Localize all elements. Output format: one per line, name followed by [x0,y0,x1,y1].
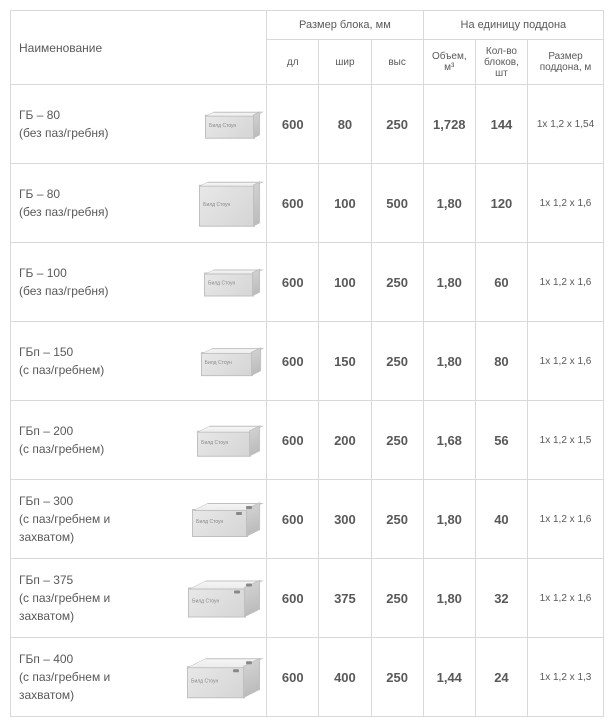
header-group-pallet: На единицу поддона [423,11,603,40]
cell-dl: 600 [267,401,319,480]
cell-count: 60 [475,243,527,322]
cell-vys: 250 [371,480,423,559]
name-cell: ГБ – 100(без паз/гребня) Билд Стоун [11,243,267,322]
cell-pallet: 1х 1,2 х 1,5 [528,401,604,480]
name-cell: ГБ – 80(без паз/гребня) Билд Стоун [11,85,267,164]
product-name: ГБ – 80 [19,106,139,124]
cell-volume: 1,80 [423,243,475,322]
header-count: Кол-во блоков, шт [475,40,527,85]
header-vys: выс [371,40,423,85]
cell-vys: 250 [371,559,423,638]
table-row: ГБ – 100(без паз/гребня) Билд Стоун 600100… [11,243,604,322]
table-row: ГБп – 300(с паз/гребнем и захватом) Билд … [11,480,604,559]
cell-pallet: 1х 1,2 х 1,6 [528,164,604,243]
cell-pallet: 1х 1,2 х 1,6 [528,559,604,638]
cell-count: 56 [475,401,527,480]
name-cell: ГБ – 80(без паз/гребня) Билд Стоун [11,164,267,243]
cell-count: 24 [475,638,527,717]
header-volume: Объем, м³ [423,40,475,85]
block-image: Билд Стоун [188,581,258,616]
product-table: Наименование Размер блока, мм На единицу… [10,10,604,717]
cell-vys: 250 [371,322,423,401]
table-row: ГБп – 400(с паз/гребнем и захватом) Билд … [11,638,604,717]
table-row: ГБп – 150(с паз/гребнем) Билд Стоун 600150… [11,322,604,401]
block-image: Билд Стоун [201,348,259,374]
product-subtitle: (с паз/гребнем и захватом) [19,589,139,625]
cell-pallet: 1х 1,2 х 1,6 [528,322,604,401]
cell-shir: 100 [319,164,371,243]
cell-shir: 80 [319,85,371,164]
cell-dl: 600 [267,559,319,638]
block-image: Билд Стоун [187,658,258,696]
product-subtitle: (с паз/гребнем и захватом) [19,510,139,546]
table-row: ГБ – 80(без паз/гребня) Билд Стоун 6008025… [11,85,604,164]
product-subtitle: (без паз/гребня) [19,282,139,300]
cell-shir: 375 [319,559,371,638]
block-image: Билд Стоун [199,182,258,225]
cell-dl: 600 [267,85,319,164]
cell-vys: 500 [371,164,423,243]
cell-shir: 100 [319,243,371,322]
cell-volume: 1,80 [423,480,475,559]
product-name: ГБп – 300 [19,492,139,510]
header-shir: шир [319,40,371,85]
product-name: ГБ – 80 [19,185,139,203]
cell-shir: 200 [319,401,371,480]
cell-dl: 600 [267,480,319,559]
cell-count: 40 [475,480,527,559]
cell-vys: 250 [371,401,423,480]
product-name: ГБп – 150 [19,343,139,361]
header-group-size: Размер блока, мм [267,11,424,40]
block-image: Билд Стоун [197,426,258,455]
cell-volume: 1,80 [423,559,475,638]
cell-volume: 1,728 [423,85,475,164]
cell-count: 32 [475,559,527,638]
cell-vys: 250 [371,638,423,717]
product-name: ГБп – 200 [19,422,139,440]
product-name: ГБ – 100 [19,264,139,282]
cell-count: 144 [475,85,527,164]
cell-shir: 400 [319,638,371,717]
cell-volume: 1,80 [423,164,475,243]
cell-dl: 600 [267,322,319,401]
name-cell: ГБп – 150(с паз/гребнем) Билд Стоун [11,322,267,401]
cell-pallet: 1х 1,2 х 1,6 [528,243,604,322]
cell-volume: 1,80 [423,322,475,401]
header-dl: дл [267,40,319,85]
name-cell: ГБп – 400(с паз/гребнем и захватом) Билд … [11,638,267,717]
cell-pallet: 1х 1,2 х 1,3 [528,638,604,717]
product-subtitle: (с паз/гребнем) [19,361,139,379]
block-image: Билд Стоун [192,503,258,535]
product-subtitle: (с паз/гребнем) [19,440,139,458]
cell-volume: 1,68 [423,401,475,480]
product-subtitle: (без паз/гребня) [19,124,139,142]
cell-vys: 250 [371,243,423,322]
cell-count: 80 [475,322,527,401]
block-image: Билд Стоун [204,270,258,295]
table-row: ГБп – 200(с паз/гребнем) Билд Стоун 600200… [11,401,604,480]
product-subtitle: (с паз/гребнем и захватом) [19,668,139,704]
cell-vys: 250 [371,85,423,164]
product-subtitle: (без паз/гребня) [19,203,139,221]
cell-pallet: 1х 1,2 х 1,54 [528,85,604,164]
name-cell: ГБп – 300(с паз/гребнем и захватом) Билд … [11,480,267,559]
table-row: ГБп – 375(с паз/гребнем и захватом) Билд … [11,559,604,638]
table-row: ГБ – 80(без паз/гребня) Билд Стоун6001005… [11,164,604,243]
cell-volume: 1,44 [423,638,475,717]
product-name: ГБп – 375 [19,571,139,589]
cell-pallet: 1х 1,2 х 1,6 [528,480,604,559]
cell-dl: 600 [267,164,319,243]
cell-dl: 600 [267,243,319,322]
cell-count: 120 [475,164,527,243]
header-pallet: Размер поддона, м [528,40,604,85]
cell-shir: 300 [319,480,371,559]
header-name: Наименование [11,11,267,85]
cell-dl: 600 [267,638,319,717]
product-name: ГБп – 400 [19,650,139,668]
block-image: Билд Стоун [205,112,258,137]
name-cell: ГБп – 375(с паз/гребнем и захватом) Билд … [11,559,267,638]
cell-shir: 150 [319,322,371,401]
name-cell: ГБп – 200(с паз/гребнем) Билд Стоун [11,401,267,480]
